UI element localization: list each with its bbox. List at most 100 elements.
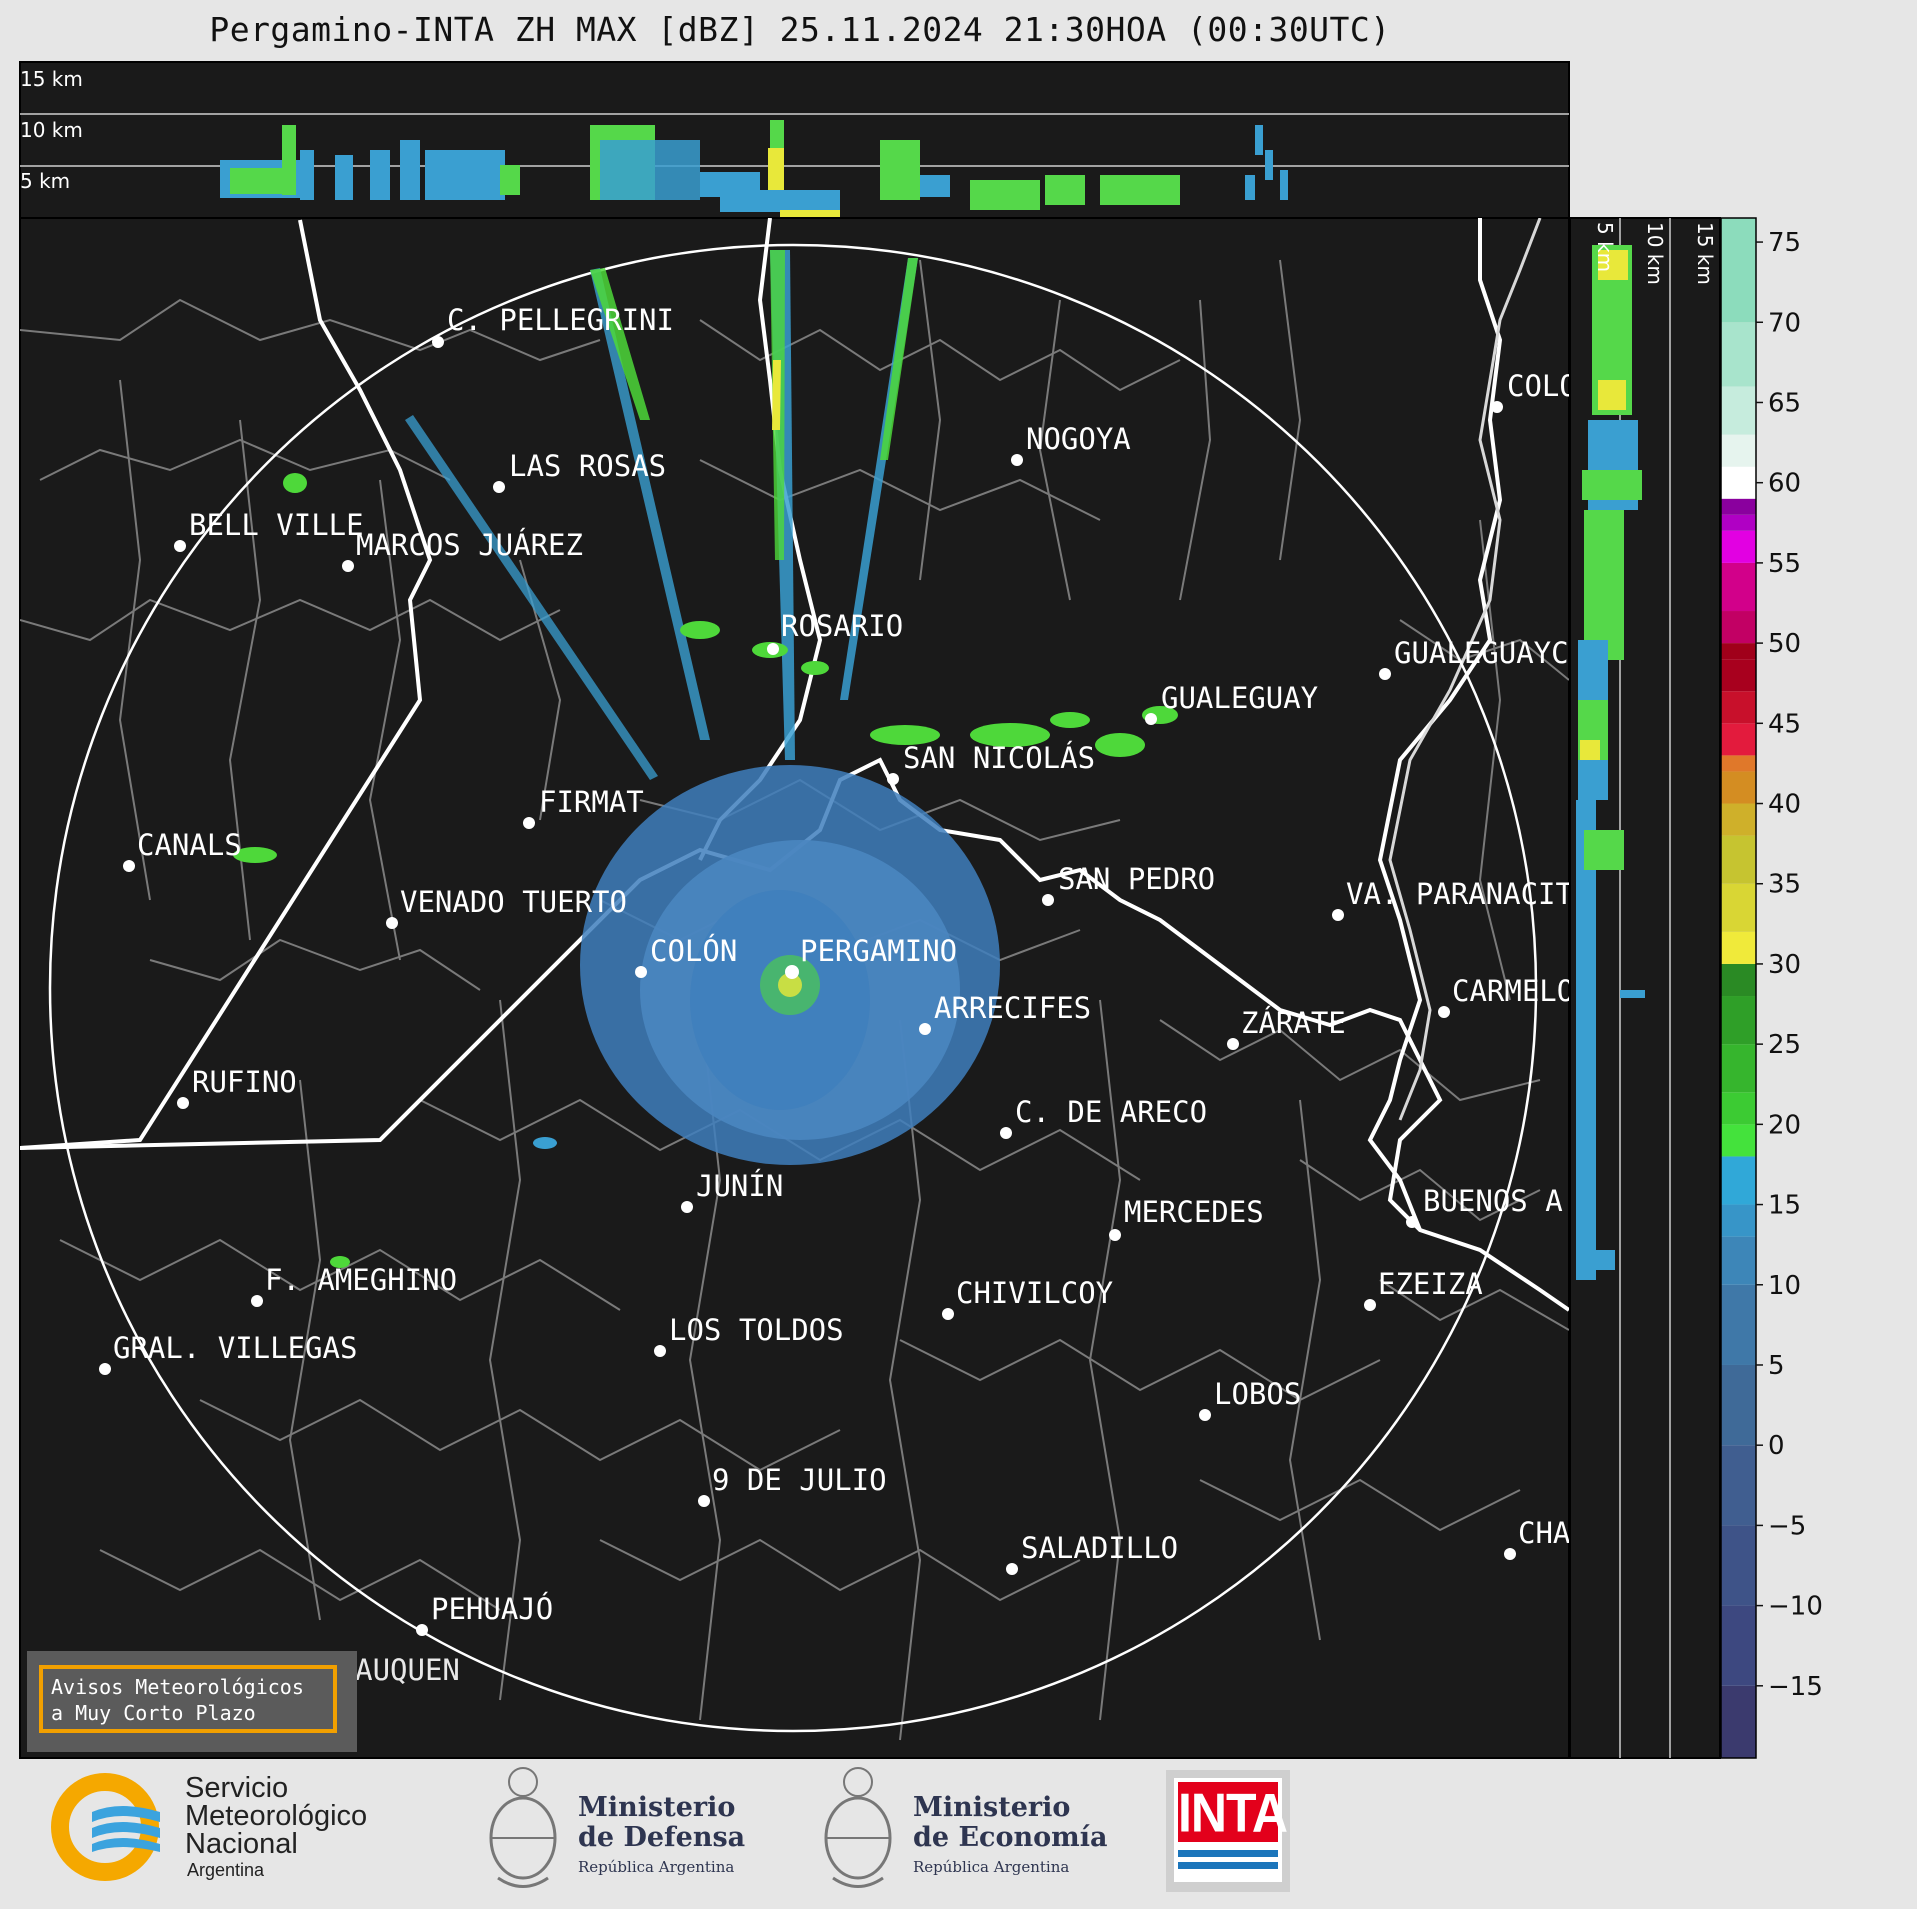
height-label-10km: 10 km — [20, 118, 83, 142]
colorbar-tick-label: 0 — [1768, 1431, 1785, 1461]
radar-echoes — [233, 250, 1178, 1268]
colorbar-band — [1721, 803, 1756, 836]
city-label-junin: JUNÍN — [696, 1169, 783, 1203]
city-label-chivilcoy: CHIVILCOY — [956, 1276, 1113, 1310]
colorbar-band — [1721, 835, 1756, 884]
city-label-san-nicolas: SAN NICOLÁS — [903, 741, 1095, 775]
colorbar-band — [1721, 530, 1756, 563]
colorbar-tick-label: 45 — [1768, 709, 1801, 739]
city-label-9-de-julio: 9 DE JULIO — [712, 1463, 887, 1497]
city-label-carmelo: CARMELO — [1452, 974, 1574, 1008]
city-label-ezeiza: EZEIZA — [1378, 1267, 1483, 1301]
city-label-colon: COLÓN — [650, 934, 737, 968]
notice-box[interactable]: Avisos Meteorológicos a Muy Corto Plazo — [27, 1651, 357, 1752]
notice-link[interactable]: Avisos Meteorológicos a Muy Corto Plazo — [39, 1665, 337, 1733]
city-label-los-toldos: LOS TOLDOS — [669, 1313, 844, 1347]
river-parana — [1388, 218, 1542, 1121]
economia-line-3: República Argentina — [913, 1858, 1070, 1876]
defensa-line-1: Ministerio — [578, 1792, 736, 1823]
colorbar-band — [1721, 883, 1756, 932]
smn-line-3: Nacional — [185, 1828, 298, 1860]
side-height-label-15km: 15 km — [1693, 222, 1717, 285]
colorbar-band — [1721, 996, 1756, 1045]
colorbar-band — [1721, 611, 1756, 644]
city-label-zarate: ZÁRATE — [1241, 1006, 1346, 1040]
colorbar-band — [1721, 498, 1756, 515]
colorbar-tick-label: 10 — [1768, 1271, 1801, 1301]
side-height-label-10km: 10 km — [1643, 222, 1667, 285]
colorbar-tick-label: 50 — [1768, 629, 1801, 659]
colorbar-tick-label: 35 — [1768, 870, 1801, 900]
colorbar-tick-label: −10 — [1768, 1592, 1823, 1622]
colorbar-band — [1721, 723, 1756, 756]
colorbar-band — [1721, 1044, 1756, 1093]
side-height-label-5km: 5 km — [1593, 222, 1617, 272]
colorbar-tick-label: 55 — [1768, 549, 1801, 579]
city-markers — [99, 336, 1516, 1636]
city-label-gualeguay: GUALEGUAY — [1161, 681, 1318, 715]
city-label-f-ameghino: F. AMEGHINO — [265, 1263, 457, 1297]
top-height-panel: 15 km 10 km 5 km — [19, 61, 1570, 219]
colorbar-band — [1721, 1204, 1756, 1237]
city-label-san-pedro: SAN PEDRO — [1058, 862, 1215, 896]
economia-line-1: Ministerio — [913, 1792, 1071, 1823]
notice-line-1: Avisos Meteorológicos — [51, 1675, 304, 1699]
radar-range-ring — [48, 243, 1538, 1733]
colorbar-band — [1721, 1092, 1756, 1125]
city-label-arrecifes: ARRECIFES — [934, 991, 1091, 1025]
colorbar-band — [1721, 1364, 1756, 1446]
city-label-nogoya: NOGOYA — [1026, 422, 1131, 456]
city-label-gral-villegas: GRAL. VILLEGAS — [113, 1331, 357, 1365]
colorbar-band — [1721, 1236, 1756, 1285]
colorbar-band — [1721, 1685, 1756, 1758]
colorbar-band — [1721, 1284, 1756, 1365]
colorbar-band — [1721, 1156, 1756, 1205]
smn-line-1: Servicio — [185, 1772, 289, 1804]
height-label-15km: 15 km — [20, 67, 83, 91]
city-label-lobos: LOBOS — [1214, 1377, 1301, 1411]
colorbar-band — [1721, 771, 1756, 804]
colorbar-band — [1721, 755, 1756, 772]
city-label-rufino: RUFINO — [192, 1065, 297, 1099]
logo-inta: INTA — [1166, 1770, 1290, 1892]
smn-line-2: Meteorológico — [185, 1800, 368, 1832]
city-label-venado-tuerto: VENADO TUERTO — [400, 885, 627, 919]
colorbar-tick-label: −15 — [1768, 1672, 1823, 1702]
city-label-canals: CANALS — [137, 828, 242, 862]
colorbar-band — [1721, 322, 1756, 387]
colorbar-band — [1721, 1525, 1756, 1606]
coat-of-arms-icon — [824, 1767, 892, 1888]
defensa-line-2: de Defensa — [578, 1822, 746, 1853]
side-height-panel: 5 km 10 km 15 km — [1569, 217, 1721, 1759]
colorbar-tick-label: 30 — [1768, 950, 1801, 980]
logo-defensa: Ministerio de Defensa República Argentin… — [478, 1760, 768, 1900]
colorbar-tick-label: 65 — [1768, 388, 1801, 418]
colorbar-tick-label: −5 — [1768, 1511, 1806, 1541]
city-label-saladillo: SALADILLO — [1021, 1531, 1178, 1565]
side-echo-profile — [1576, 245, 1645, 1280]
colorbar-tick-label: 40 — [1768, 790, 1801, 820]
city-label-chascomus: CHA — [1518, 1516, 1570, 1550]
colorbar-tick-label: 15 — [1768, 1191, 1801, 1221]
city-label-gualeguaychu: GUALEGUAYC — [1394, 636, 1569, 670]
colorbar-tick-label: 25 — [1768, 1030, 1801, 1060]
colorbar-band — [1721, 659, 1756, 692]
colorbar-band — [1721, 562, 1756, 612]
inta-logo-text: INTA — [1178, 1782, 1288, 1844]
logo-smn: Servicio Meteorológico Nacional Argentin… — [50, 1772, 420, 1887]
colorbar-band — [1721, 434, 1756, 467]
city-label-las-rosas: LAS ROSAS — [509, 449, 666, 483]
city-label-firmat: FIRMAT — [539, 785, 644, 819]
colorbar-band — [1721, 963, 1756, 997]
colorbar-band — [1721, 514, 1756, 531]
smn-line-4: Argentina — [187, 1860, 265, 1880]
colorbar-band — [1721, 218, 1756, 323]
colorbar-bands — [1721, 218, 1756, 1758]
colorbar-band — [1721, 466, 1756, 499]
city-label-c-pellegrini: C. PELLEGRINI — [447, 303, 674, 337]
height-label-5km: 5 km — [20, 169, 70, 193]
city-label-colon-er: COLO — [1507, 369, 1577, 403]
